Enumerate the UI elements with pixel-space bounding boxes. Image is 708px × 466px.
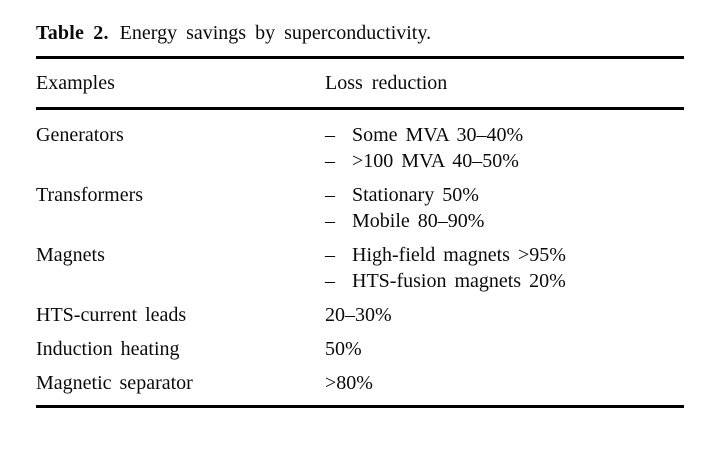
loss-reduction-cell: 20–30% xyxy=(325,298,684,332)
table-row: Generators – Some MVA 30–40% – >100 MVA 40–5… xyxy=(36,109,684,179)
loss-reduction-cell: 50% xyxy=(325,332,684,366)
loss-reduction-line: 50% xyxy=(325,336,684,362)
loss-reduction-line: – HTS-fusion magnets 20% xyxy=(325,268,684,294)
table-body: Generators – Some MVA 30–40% – >100 MVA 40–5… xyxy=(36,109,684,407)
loss-reduction-line: >80% xyxy=(325,370,684,396)
loss-reduction-line: – Mobile 80–90% xyxy=(325,208,684,234)
loss-reduction-text: Stationary 50% xyxy=(352,184,479,206)
energy-savings-table: Examples Loss reduction Generators – Some … xyxy=(36,56,684,408)
loss-reduction-text: 20–30% xyxy=(325,304,392,326)
table-row: Magnets – High-field magnets >95% – HTS-fusi… xyxy=(36,238,684,298)
loss-reduction-cell: – Some MVA 30–40% – >100 MVA 40–50% xyxy=(325,109,684,179)
loss-reduction-text: >100 MVA 40–50% xyxy=(352,150,519,172)
example-cell: Generators xyxy=(36,124,124,146)
table-header-row: Examples Loss reduction xyxy=(36,57,684,110)
loss-reduction-text: 50% xyxy=(325,338,362,360)
dash-bullet: – xyxy=(325,210,335,232)
dash-bullet: – xyxy=(325,244,335,266)
loss-reduction-text: Some MVA 30–40% xyxy=(352,124,524,146)
loss-reduction-text: HTS-fusion magnets 20% xyxy=(352,270,566,292)
table-caption: Table 2. Energy savings by superconductiv… xyxy=(36,20,684,46)
loss-reduction-line: – Some MVA 30–40% xyxy=(325,122,684,148)
example-cell: Transformers xyxy=(36,184,144,206)
dash-bullet: – xyxy=(325,150,335,172)
loss-reduction-line: – Stationary 50% xyxy=(325,182,684,208)
column-header-examples: Examples xyxy=(36,57,325,110)
loss-reduction-line: – High-field magnets >95% xyxy=(325,242,684,268)
example-cell: Magnets xyxy=(36,244,105,266)
column-header-loss-reduction: Loss reduction xyxy=(325,57,684,110)
loss-reduction-text: Mobile 80–90% xyxy=(352,210,485,232)
example-cell: Induction heating xyxy=(36,338,180,360)
loss-reduction-cell: – Stationary 50% – Mobile 80–90% xyxy=(325,178,684,238)
loss-reduction-text: High-field magnets >95% xyxy=(352,244,566,266)
table-row: Magnetic separator >80% xyxy=(36,366,684,407)
loss-reduction-line: – >100 MVA 40–50% xyxy=(325,148,684,174)
loss-reduction-cell: >80% xyxy=(325,366,684,407)
example-cell: HTS-current leads xyxy=(36,304,187,326)
dash-bullet: – xyxy=(325,184,335,206)
table-caption-label: Table 2. xyxy=(36,22,109,44)
loss-reduction-cell: – High-field magnets >95% – HTS-fusion magn… xyxy=(325,238,684,298)
loss-reduction-text: >80% xyxy=(325,372,373,394)
loss-reduction-line: 20–30% xyxy=(325,302,684,328)
dash-bullet: – xyxy=(325,124,335,146)
table-caption-text: Energy savings by superconductivity. xyxy=(119,22,432,44)
table-row: Induction heating 50% xyxy=(36,332,684,366)
table-row: Transformers – Stationary 50% – Mobile 80–90… xyxy=(36,178,684,238)
table-header: Examples Loss reduction xyxy=(36,57,684,110)
example-cell: Magnetic separator xyxy=(36,372,193,394)
table-row: HTS-current leads 20–30% xyxy=(36,298,684,332)
dash-bullet: – xyxy=(325,270,335,292)
